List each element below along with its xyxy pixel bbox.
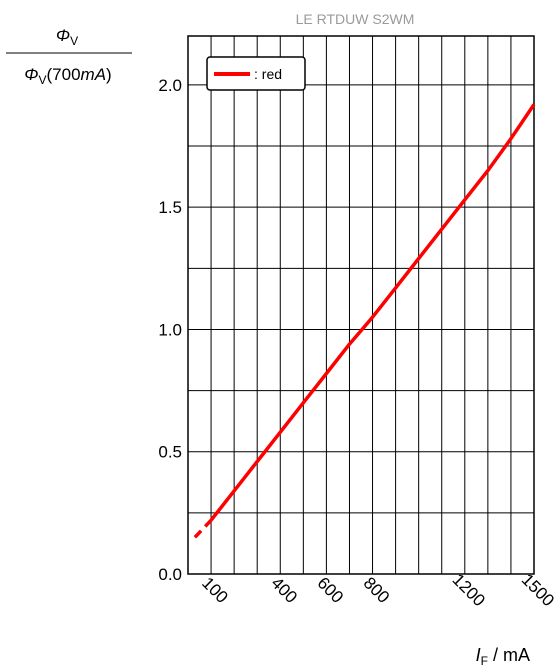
- y-label-denominator-symbol: Φ: [24, 65, 38, 84]
- x-axis-label: IF / mA: [476, 645, 530, 666]
- plot-frame: [187, 35, 535, 575]
- y-label-denominator-unit: mA: [81, 65, 107, 84]
- series-layer: [193, 103, 536, 539]
- x-tick-labels: 100 400 600 800 1200 1500: [198, 570, 558, 610]
- x-label-unit: / mA: [488, 645, 530, 665]
- series-line-dashed: [193, 518, 213, 539]
- svg-text:ΦV(700mA): ΦV(700mA): [24, 65, 111, 87]
- y-tick-label: 1.5: [158, 198, 182, 217]
- y-tick-label: 0.5: [158, 443, 182, 462]
- y-label-denominator-close: ): [106, 65, 112, 84]
- svg-text:ΦV: ΦV: [56, 26, 78, 48]
- x-tick-label: 800: [360, 573, 393, 606]
- y-tick-label: 0.0: [158, 565, 182, 584]
- grid-lines: [188, 36, 534, 574]
- x-label-symbol: I: [476, 645, 481, 665]
- y-label-numerator-subscript: V: [70, 34, 78, 48]
- x-tick-label: 1200: [449, 570, 489, 610]
- x-tick-label: 1500: [518, 570, 558, 610]
- y-label-denominator-paren: (700: [47, 65, 81, 84]
- y-tick-label: 2.0: [158, 76, 182, 95]
- x-label-subscript: F: [481, 654, 488, 666]
- legend: : red: [206, 56, 306, 91]
- y-axis-label: ΦV ΦV(700mA): [6, 26, 132, 87]
- series-line-red: [209, 103, 536, 522]
- x-tick-label: 400: [267, 573, 300, 606]
- legend-label-red: : red: [254, 66, 282, 82]
- y-label-denominator-subscript: V: [39, 73, 47, 87]
- y-tick-label: 1.0: [158, 320, 182, 339]
- y-label-numerator-symbol: Φ: [56, 26, 70, 45]
- x-tick-label: 600: [314, 573, 347, 606]
- y-tick-labels: 0.0 0.5 1.0 1.5 2.0: [158, 76, 182, 584]
- legend-box: [206, 56, 306, 91]
- chart-title: LE RTDUW S2WM: [296, 11, 415, 27]
- x-tick-label: 100: [198, 573, 231, 606]
